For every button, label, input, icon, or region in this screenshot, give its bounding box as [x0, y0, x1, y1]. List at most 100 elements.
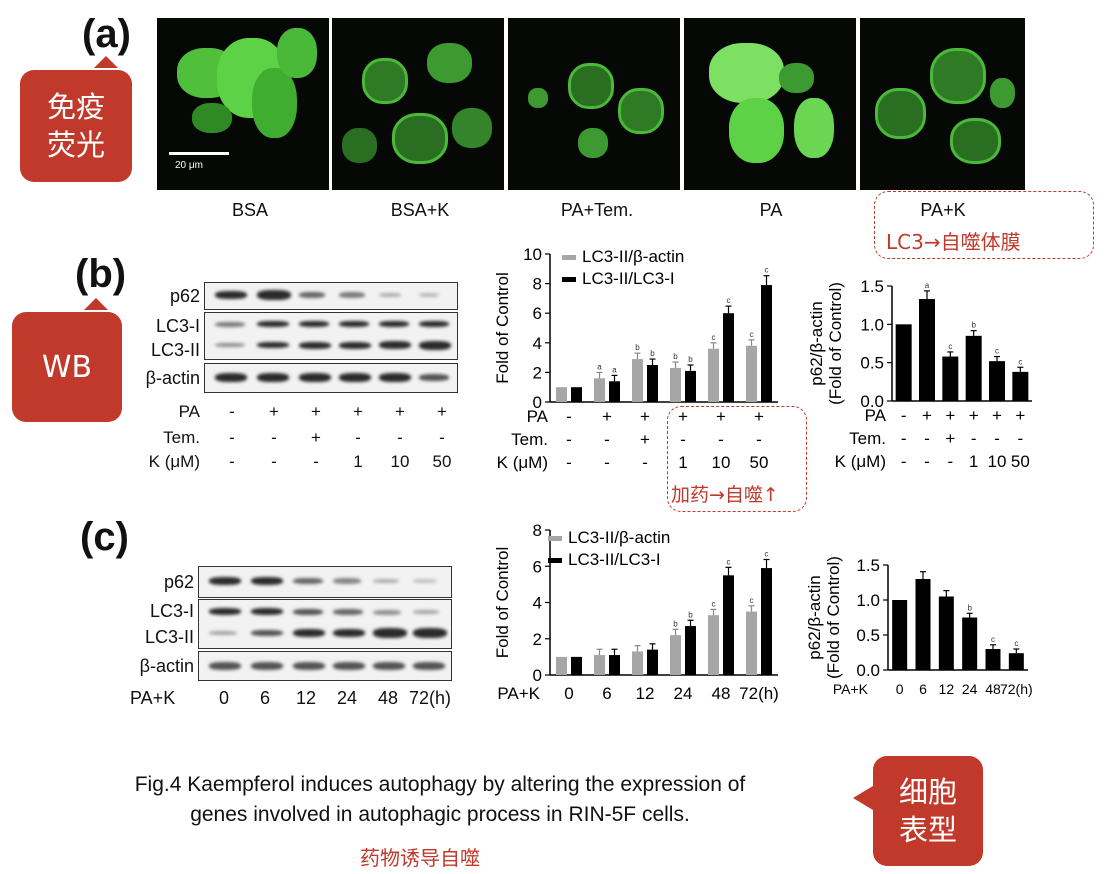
- bar-p62-actin-3: [965, 335, 982, 401]
- significance-label: c: [727, 557, 731, 566]
- bar-p62-actin-1: [919, 299, 935, 401]
- cond-value: -: [680, 430, 686, 449]
- cond-value: -: [566, 407, 572, 426]
- immunofluorescence-callout: 免疫荧光: [20, 56, 132, 182]
- legend-swatch-1: [562, 277, 576, 282]
- cond-value: +: [945, 429, 955, 448]
- bar-lc3-ii-actin-0: [556, 387, 567, 402]
- y-tick-label: 2: [533, 630, 542, 649]
- bar-lc3-ii-lc3-i-4: [723, 313, 734, 402]
- bar-lc3-ii-actin-2: [632, 651, 643, 675]
- significance-label: c: [727, 296, 731, 305]
- bar-lc3-ii-actin-3: [670, 367, 681, 402]
- blot-b-actin: [204, 363, 458, 393]
- blot-b-cond-pa-5: +: [437, 402, 447, 421]
- cond-value: 10: [988, 452, 1007, 471]
- bar-lc3-ii-lc3-i-3: [685, 626, 696, 675]
- bar-lc3-ii-lc3-i-2: [647, 649, 658, 675]
- bar-p62-actin-0: [895, 324, 912, 401]
- blot-c-time-5: 72(h): [409, 688, 452, 708]
- blot-b-label-lc3i: LC3-I: [155, 316, 200, 336]
- panel-a-letter: (a): [82, 12, 131, 56]
- y-axis-title: (Fold of Control): [826, 282, 845, 405]
- blot-b-cond-k-5: 50: [432, 452, 452, 471]
- blot-c-time-2: 12: [295, 688, 317, 708]
- legend-swatch-0: [548, 536, 562, 541]
- scale-bar: [169, 152, 229, 155]
- x-tick-label: 12: [636, 684, 655, 703]
- cond-value: +: [754, 407, 764, 426]
- blot-c-actin: [198, 651, 452, 681]
- blot-b-lc3: [204, 312, 458, 360]
- significance-label: c: [991, 635, 995, 644]
- y-tick-label: 6: [533, 557, 542, 576]
- significance-label: b: [971, 321, 976, 330]
- k-note: 加药→自噬↑: [671, 484, 779, 506]
- cond-value: +: [602, 407, 612, 426]
- y-tick-label: 0: [533, 393, 542, 412]
- cond-label: PA: [527, 407, 549, 426]
- significance-label: b: [967, 603, 972, 612]
- x-tick-label: 72(h): [1000, 681, 1033, 697]
- significance-label: c: [948, 342, 952, 351]
- cond-value: +: [678, 407, 688, 426]
- bar-p62-actin-4: [989, 361, 1005, 401]
- cond-value: 10: [712, 453, 731, 472]
- blot-c-p62: [198, 566, 452, 598]
- significance-label: a: [612, 365, 617, 374]
- y-tick-label: 0.0: [856, 661, 880, 680]
- bar-lc3-ii-actin-2: [632, 359, 643, 402]
- blot-c-label-lc3ii: LC3-II: [144, 627, 194, 647]
- cond-value: +: [640, 430, 650, 449]
- blot-c-time-0: 0: [218, 688, 229, 708]
- label-bsa: BSA: [231, 200, 269, 220]
- bar-p62-actin-2: [938, 596, 954, 670]
- x-prefix-label: PA+K: [833, 681, 869, 697]
- callout-text: 免疫荧光: [46, 90, 105, 162]
- legend-label-1: LC3-II/LC3-I: [582, 269, 675, 288]
- cond-label: K (μM): [835, 452, 886, 471]
- significance-label: b: [650, 349, 655, 358]
- panel-b-letter: (b): [75, 252, 127, 296]
- blot-b-p62: [204, 282, 458, 310]
- cond-value: +: [992, 406, 1002, 425]
- y-tick-label: 8: [533, 521, 542, 540]
- bar-lc3-ii-lc3-i-5: [761, 568, 772, 675]
- cond-value: -: [642, 453, 648, 472]
- micrograph-pa: [684, 18, 856, 190]
- bar-p62-actin-1: [915, 579, 931, 670]
- y-axis-title: Fold of Control: [493, 272, 512, 384]
- cond-value: -: [971, 429, 977, 448]
- significance-label: c: [750, 330, 754, 339]
- significance-label: b: [688, 355, 693, 364]
- blot-b-cond-pa-2: +: [311, 402, 321, 421]
- cond-label: K (μM): [497, 453, 548, 472]
- y-axis-title: p62/β-actin: [807, 301, 826, 385]
- y-tick-label: 2: [533, 363, 542, 382]
- y-tick-label: 0.5: [860, 354, 884, 373]
- caption-cn-note: 药物诱导自噬: [360, 846, 480, 870]
- label-pa-k: PA+K: [920, 200, 966, 220]
- cond-value: 50: [1011, 452, 1030, 471]
- cond-value: -: [994, 429, 1000, 448]
- label-bsa-k: BSA+K: [390, 200, 450, 220]
- bar-lc3-ii-lc3-i-2: [647, 365, 658, 402]
- cond-value: 1: [678, 453, 687, 472]
- bar-lc3-ii-actin-5: [746, 611, 757, 675]
- cond-value: -: [566, 430, 572, 449]
- bar-p62-actin-3: [962, 617, 978, 670]
- x-tick-label: 24: [674, 684, 693, 703]
- cond-value: +: [945, 406, 955, 425]
- cond-value: -: [924, 452, 930, 471]
- chart-b-p62: 0.0 0.5 1.0 1.5 p62/β-actin (Fold of Control)…: [807, 277, 1032, 471]
- x-tick-label: 72(h): [739, 684, 779, 703]
- bar-lc3-ii-lc3-i-5: [761, 285, 772, 402]
- bar-lc3-ii-lc3-i-0: [571, 656, 582, 675]
- bar-lc3-ii-lc3-i-1: [609, 655, 620, 675]
- y-tick-label: 1.0: [860, 315, 884, 334]
- bar-lc3-ii-actin-5: [746, 345, 757, 402]
- y-tick-label: 8: [533, 275, 542, 294]
- bar-p62-actin-4: [985, 649, 1001, 670]
- bar-lc3-ii-actin-0: [556, 656, 567, 675]
- cond-value: +: [1015, 406, 1025, 425]
